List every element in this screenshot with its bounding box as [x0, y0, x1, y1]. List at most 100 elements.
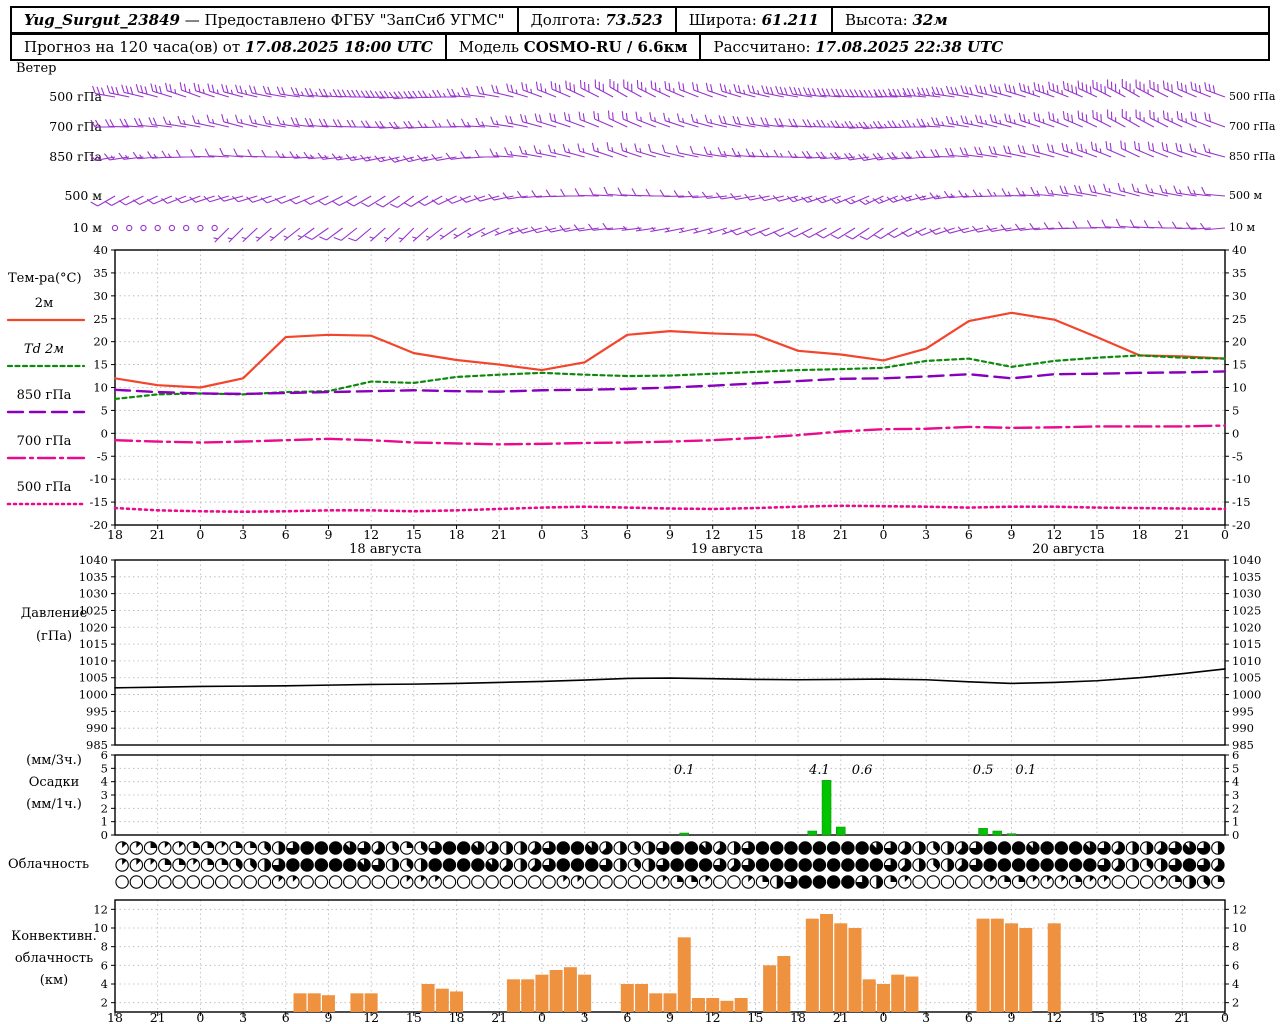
cloud-symbol	[983, 841, 997, 855]
station-name: Yug_Surgut_23849	[24, 11, 180, 29]
svg-text:21: 21	[150, 1010, 166, 1024]
conv-cloud-bar	[1005, 923, 1019, 1012]
cloud-symbol	[214, 875, 229, 889]
cloud-symbol	[841, 858, 855, 872]
svg-text:40: 40	[93, 243, 108, 257]
cloud-symbol	[556, 858, 571, 872]
cloud-symbol	[542, 875, 556, 889]
svg-text:4.1: 4.1	[808, 763, 830, 778]
cloud-symbol	[428, 858, 442, 872]
series-2м	[113, 311, 1227, 389]
svg-text:6: 6	[1232, 958, 1239, 972]
wind-level-850hpa-right: 850 гПа	[1229, 150, 1276, 163]
cloud-symbol	[727, 875, 741, 889]
svg-text:1010: 1010	[79, 654, 108, 668]
grid-layer	[111, 249, 1229, 1016]
conv-cloud-bar	[649, 993, 663, 1012]
svg-text:3: 3	[239, 1010, 247, 1024]
svg-text:0.6: 0.6	[852, 763, 873, 778]
longitude-value: 73.523	[605, 11, 663, 29]
cloud-symbol	[713, 875, 727, 889]
svg-text:21: 21	[1174, 1010, 1190, 1024]
series-500 гПа	[113, 504, 1227, 514]
cloud-symbol	[798, 841, 812, 855]
svg-text:3: 3	[581, 1010, 589, 1024]
wind-level-700hpa-right: 700 гПа	[1229, 120, 1276, 133]
longitude-cell: Долгота: 73.523	[516, 8, 675, 32]
calc-time: 17.08.2025 22:38 UTC	[815, 38, 1004, 56]
conv-cloud-bar	[307, 993, 321, 1012]
conv-cloud-bar	[293, 993, 307, 1012]
cloud-symbol	[798, 875, 812, 889]
svg-text:9: 9	[666, 1010, 674, 1024]
svg-text:5: 5	[101, 403, 108, 417]
svg-text:3: 3	[922, 1010, 930, 1024]
cloud-symbol	[940, 875, 955, 889]
precip-bar	[679, 832, 689, 836]
cloud-symbol	[442, 875, 457, 889]
legend-label-t700: 700 гПа	[16, 434, 72, 449]
svg-text:995: 995	[86, 704, 108, 718]
svg-text:19 августа: 19 августа	[691, 542, 764, 557]
cloud-symbol	[769, 858, 784, 872]
svg-text:990: 990	[86, 721, 108, 735]
precip-bars-layer: 0.1 4.1 0.6 0.5 0.1	[674, 763, 1036, 836]
conv-cloud-bar	[976, 918, 990, 1012]
svg-text:1000: 1000	[79, 688, 108, 702]
cloud-symbol	[670, 858, 684, 872]
legend-label-t850: 850 гПа	[16, 388, 72, 403]
svg-text:12: 12	[93, 902, 108, 916]
pressure-unit-label: (гПа)	[35, 629, 73, 644]
cloud-symbol	[1182, 858, 1197, 872]
svg-text:1: 1	[101, 815, 108, 829]
forecast-cell: Прогноз на 120 часа(ов) от 17.08.2025 18…	[12, 35, 445, 59]
svg-text:15: 15	[1089, 1010, 1105, 1024]
svg-text:4: 4	[101, 977, 108, 991]
svg-text:15: 15	[747, 1010, 763, 1024]
cloud-symbol	[371, 875, 386, 889]
cloud-symbol	[627, 875, 642, 889]
conv-cloud-bar	[834, 923, 848, 1012]
conv-cloud-bar	[734, 998, 748, 1012]
conv-cloud-bar	[805, 918, 819, 1012]
svg-text:3: 3	[922, 527, 930, 542]
cloud-symbol	[328, 875, 343, 889]
header-row-1: Yug_Surgut_23849 — Предоставлено ФГБУ "З…	[10, 6, 1270, 34]
cloud-symbol	[343, 858, 357, 872]
cloud-symbol	[1040, 841, 1054, 855]
cloud-symbol	[471, 875, 485, 889]
svg-text:21: 21	[833, 1010, 849, 1024]
cloud-symbol	[684, 858, 699, 872]
cloud-symbol	[641, 875, 656, 889]
svg-text:15: 15	[93, 358, 108, 372]
cloud-symbol	[1125, 875, 1140, 889]
cloud-symbol	[357, 875, 371, 889]
cloud-symbol	[997, 858, 1012, 872]
cloud-symbol	[456, 875, 471, 889]
precip-bar	[807, 830, 818, 836]
cloud-symbol	[343, 875, 357, 889]
legend-label-t500: 500 гПа	[16, 480, 72, 495]
svg-text:30: 30	[1232, 289, 1247, 303]
svg-text:1000: 1000	[1232, 688, 1261, 702]
svg-text:1010: 1010	[1232, 654, 1261, 668]
latitude-cell: Широта: 61.211	[674, 8, 831, 32]
cloud-symbol	[599, 875, 613, 889]
wind-level-10m-right: 10 м	[1229, 221, 1256, 234]
conv-cloud-bar	[876, 984, 890, 1012]
svg-text:-5: -5	[1232, 449, 1243, 463]
svg-text:4: 4	[1232, 977, 1239, 991]
axis-labels-layer: 1818212100336699121215151818212100336699…	[79, 243, 1262, 1024]
svg-text:1020: 1020	[1232, 620, 1261, 634]
cloud-symbol	[499, 875, 514, 889]
cloud-symbol	[997, 841, 1012, 855]
cloud-symbol	[286, 858, 300, 872]
svg-text:10: 10	[93, 921, 108, 935]
conv-cloud-bar	[777, 956, 791, 1012]
svg-text:985: 985	[86, 738, 108, 752]
cloud-symbol	[1068, 858, 1083, 872]
svg-text:0: 0	[879, 527, 887, 542]
cloud-symbol	[855, 858, 869, 872]
cloud-symbol	[1026, 858, 1040, 872]
